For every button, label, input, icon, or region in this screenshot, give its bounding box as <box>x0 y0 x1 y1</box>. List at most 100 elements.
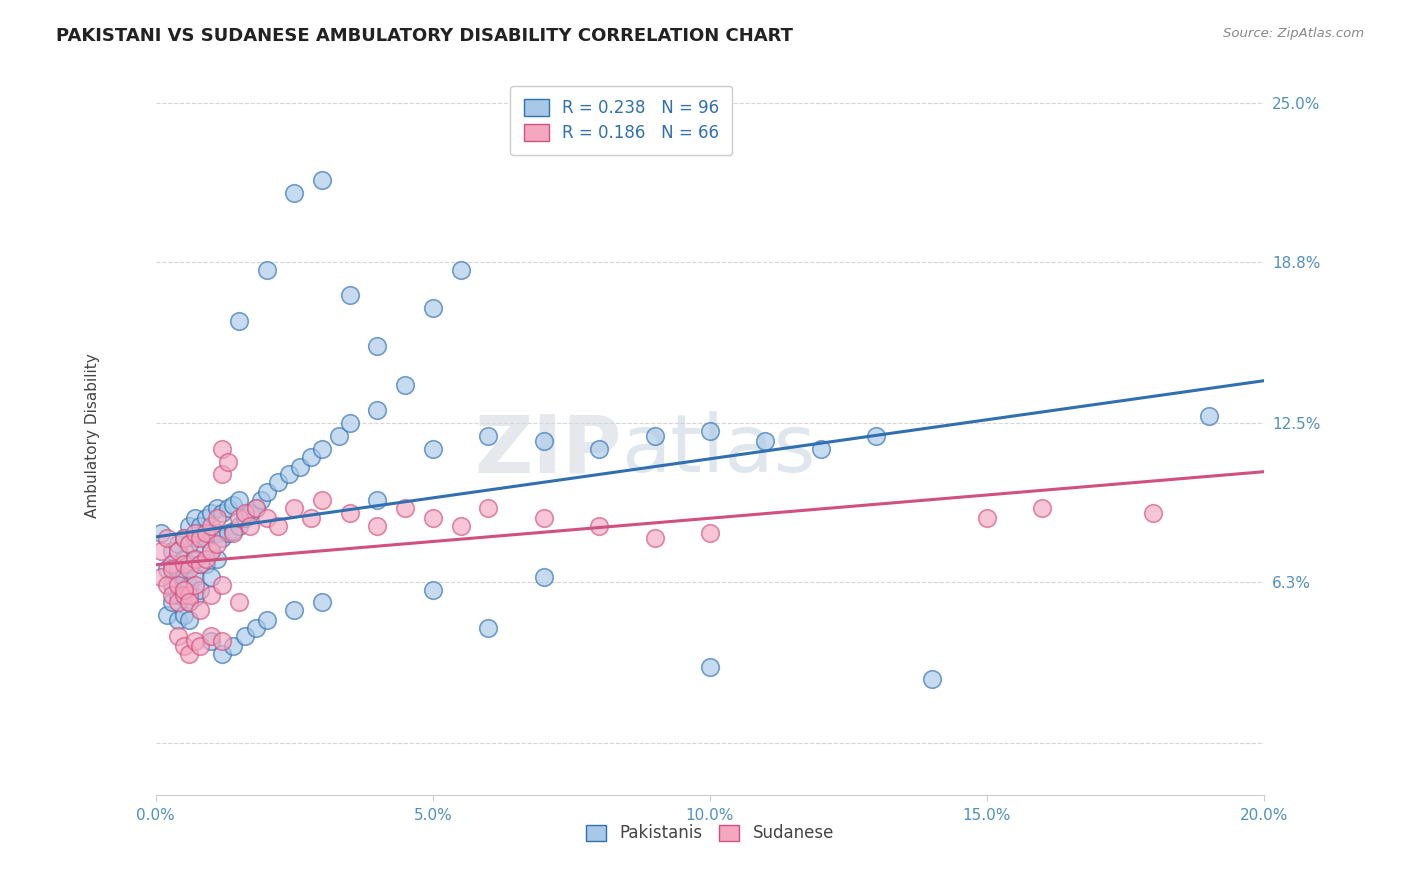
Point <box>188 557 211 571</box>
Point <box>183 552 205 566</box>
Point <box>177 595 200 609</box>
Point <box>177 647 200 661</box>
Point <box>211 532 233 546</box>
Point <box>205 526 228 541</box>
Point <box>256 262 278 277</box>
Point <box>228 493 250 508</box>
Point <box>150 544 173 558</box>
Point <box>256 511 278 525</box>
Point <box>1198 409 1220 423</box>
Point <box>239 506 262 520</box>
Point <box>162 588 184 602</box>
Point <box>588 518 610 533</box>
Point <box>283 500 305 515</box>
Point <box>233 511 256 525</box>
Point <box>228 595 250 609</box>
Point <box>533 434 555 449</box>
Point <box>211 467 233 482</box>
Point <box>205 552 228 566</box>
Point <box>188 639 211 653</box>
Point <box>156 532 179 546</box>
Point <box>211 634 233 648</box>
Point <box>366 493 388 508</box>
Point <box>394 377 416 392</box>
Point <box>188 582 211 597</box>
Point <box>644 532 666 546</box>
Point <box>228 518 250 533</box>
Point <box>200 629 222 643</box>
Point <box>194 511 217 525</box>
Point <box>1031 500 1053 515</box>
Point <box>173 532 195 546</box>
Point <box>267 518 290 533</box>
Point <box>422 511 444 525</box>
Point <box>477 621 499 635</box>
Point <box>339 506 361 520</box>
Point <box>205 511 228 525</box>
Point <box>211 647 233 661</box>
Point <box>173 588 195 602</box>
Point <box>267 475 290 489</box>
Point <box>156 608 179 623</box>
Point <box>976 511 998 525</box>
Point <box>228 314 250 328</box>
Point <box>422 442 444 456</box>
Point <box>211 442 233 456</box>
Point <box>167 595 190 609</box>
Point <box>1142 506 1164 520</box>
Point <box>533 511 555 525</box>
Point <box>311 595 333 609</box>
Point <box>167 536 190 550</box>
Point <box>183 511 205 525</box>
Point <box>200 570 222 584</box>
Point <box>299 511 322 525</box>
Point <box>810 442 832 456</box>
Point <box>162 544 184 558</box>
Point <box>233 506 256 520</box>
Point <box>283 603 305 617</box>
Point <box>173 582 195 597</box>
Point <box>644 429 666 443</box>
Point <box>299 450 322 464</box>
Point <box>194 526 217 541</box>
Point <box>450 518 472 533</box>
Point <box>422 582 444 597</box>
Point <box>233 629 256 643</box>
Point <box>205 536 228 550</box>
Point <box>256 485 278 500</box>
Point <box>200 544 222 558</box>
Point <box>311 173 333 187</box>
Point <box>173 588 195 602</box>
Point <box>699 424 721 438</box>
Point <box>921 673 943 687</box>
Point <box>222 639 245 653</box>
Point <box>177 595 200 609</box>
Point <box>188 532 211 546</box>
Point <box>162 577 184 591</box>
Point <box>188 557 211 571</box>
Point <box>245 621 267 635</box>
Point <box>311 493 333 508</box>
Point <box>200 518 222 533</box>
Point <box>173 557 195 571</box>
Point <box>167 614 190 628</box>
Point <box>200 526 222 541</box>
Point <box>228 511 250 525</box>
Point <box>183 532 205 546</box>
Point <box>277 467 299 482</box>
Legend: R = 0.238   N = 96, R = 0.186   N = 66: R = 0.238 N = 96, R = 0.186 N = 66 <box>510 86 733 155</box>
Point <box>222 498 245 512</box>
Point <box>194 532 217 546</box>
Point <box>183 552 205 566</box>
Point <box>167 629 190 643</box>
Point <box>188 536 211 550</box>
Point <box>366 518 388 533</box>
Point <box>699 526 721 541</box>
Point <box>183 591 205 605</box>
Point <box>194 552 217 566</box>
Point <box>245 500 267 515</box>
Point <box>754 434 776 449</box>
Point <box>173 532 195 546</box>
Point <box>183 526 205 541</box>
Point <box>250 493 273 508</box>
